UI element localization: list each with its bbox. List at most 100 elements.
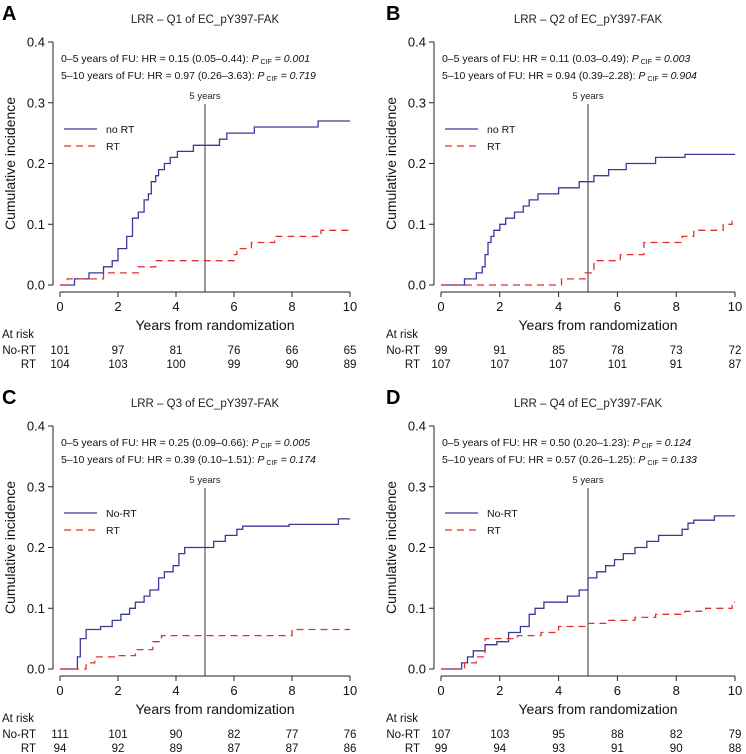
series-line-no-rt — [441, 515, 735, 670]
x-tick-label: 2 — [496, 683, 503, 698]
x-tick-label: 0 — [56, 299, 63, 314]
at-risk-title: At risk — [386, 713, 418, 725]
stat-p-sub: CIF — [639, 59, 652, 66]
y-tick-label: 0.2 — [27, 540, 45, 555]
at-risk-value: 103 — [490, 729, 509, 741]
at-risk-value: 107 — [549, 359, 568, 371]
stat-p-value: = 0.719 — [278, 70, 316, 82]
at-risk-row-label: No-RT — [386, 729, 420, 741]
at-risk-value: 92 — [112, 743, 125, 754]
x-tick-label: 8 — [288, 299, 295, 314]
at-risk-title: At risk — [2, 713, 34, 725]
at-risk-value: 87 — [286, 743, 299, 754]
x-tick-label: 10 — [728, 683, 742, 698]
stat-p: P — [257, 70, 264, 82]
at-risk-value: 89 — [344, 359, 357, 371]
x-tick-label: 2 — [114, 299, 121, 314]
at-risk-value: 82 — [228, 729, 241, 741]
at-risk-row-label: No-RT — [2, 729, 36, 741]
at-risk-value: 107 — [490, 359, 509, 371]
legend-label-no-rt: No-RT — [487, 508, 518, 520]
stat-line-2: 5–10 years of FU: HR = 0.94 (0.39–2.28):… — [442, 70, 697, 83]
x-tick-label: 10 — [343, 683, 357, 698]
at-risk-value: 82 — [670, 729, 683, 741]
at-risk-value: 90 — [286, 359, 299, 371]
y-tick-label: 0.4 — [408, 419, 426, 434]
x-axis-label: Years from randomization — [135, 701, 294, 717]
chart-title: LRR – Q3 of EC_pY397-FAK — [131, 398, 280, 410]
at-risk-row-label: No-RT — [2, 345, 36, 357]
series-line-no-rt — [441, 153, 735, 286]
series-line-rt — [60, 628, 350, 670]
x-tick-label: 4 — [555, 683, 562, 698]
stat-p: P — [632, 53, 639, 65]
chart-title: LRR – Q2 of EC_pY397-FAK — [514, 14, 663, 26]
x-tick-label: 0 — [56, 683, 63, 698]
stat-text: 0–5 years of FU: HR = 0.25 (0.09–0.66): — [61, 437, 252, 449]
at-risk-title: At risk — [2, 329, 34, 341]
at-risk-row-label: RT — [405, 743, 420, 754]
y-tick-label: 0.4 — [27, 35, 45, 50]
at-risk-value: 81 — [170, 345, 183, 357]
at-risk-value: 99 — [228, 359, 241, 371]
at-risk-row-label: RT — [21, 359, 36, 371]
at-risk-value: 94 — [54, 743, 67, 754]
x-tick-label: 10 — [728, 299, 742, 314]
at-risk-value: 85 — [552, 345, 565, 357]
at-risk-value: 99 — [435, 743, 448, 754]
x-tick-label: 8 — [673, 299, 680, 314]
stat-line-1: 0–5 years of FU: HR = 0.15 (0.05–0.44): … — [61, 53, 310, 66]
stat-text: 0–5 years of FU: HR = 0.11 (0.03–0.49): — [442, 53, 632, 65]
stat-p: P — [633, 437, 640, 449]
five-year-label: 5 years — [189, 91, 220, 102]
y-tick-label: 0.3 — [408, 479, 426, 494]
at-risk-value: 94 — [493, 743, 506, 754]
stat-p-value: = 0.904 — [659, 70, 697, 82]
stat-text: 0–5 years of FU: HR = 0.15 (0.05–0.44): — [61, 53, 252, 65]
panel-letter: D — [386, 387, 400, 409]
stat-p-value: = 0.124 — [653, 437, 691, 449]
legend-label-rt: RT — [487, 141, 501, 153]
stat-p-sub: CIF — [645, 460, 658, 467]
at-risk-value: 100 — [166, 359, 185, 371]
y-tick-label: 0.1 — [408, 601, 426, 616]
legend-label-no-rt: no RT — [487, 124, 516, 136]
legend-label-no-rt: no RT — [106, 124, 135, 136]
stat-line-2: 5–10 years of FU: HR = 0.39 (0.10–1.51):… — [61, 454, 316, 467]
stat-p: P — [638, 454, 645, 466]
stat-p: P — [252, 437, 259, 449]
stat-line-2: 5–10 years of FU: HR = 0.57 (0.26–1.25):… — [442, 454, 697, 467]
stat-p: P — [252, 53, 259, 65]
series-line-rt — [441, 601, 735, 670]
stat-text: 0–5 years of FU: HR = 0.50 (0.20–1.23): — [442, 437, 633, 449]
x-tick-label: 6 — [230, 299, 237, 314]
at-risk-value: 95 — [552, 729, 565, 741]
stat-text: 5–10 years of FU: HR = 0.94 (0.39–2.28): — [442, 70, 638, 82]
at-risk-value: 87 — [729, 359, 742, 371]
x-tick-label: 0 — [437, 683, 444, 698]
stat-line-2: 5–10 years of FU: HR = 0.97 (0.26–3.63):… — [61, 70, 316, 83]
series-line-rt — [441, 220, 735, 286]
stat-p-sub: CIF — [264, 460, 277, 467]
panel-a: A LRR – Q1 of EC_pY397-FAK 0.0 0.1 0.2 0.3 0.4… — [2, 3, 357, 371]
at-risk-row-label: RT — [405, 359, 420, 371]
at-risk-value: 107 — [431, 359, 450, 371]
x-tick-label: 0 — [437, 299, 444, 314]
y-tick-label: 0.4 — [408, 35, 426, 50]
at-risk-value: 87 — [228, 743, 241, 754]
at-risk-value: 73 — [670, 345, 683, 357]
at-risk-row-label: RT — [21, 743, 36, 754]
y-tick-label: 0.1 — [27, 601, 45, 616]
y-axis-label: Cumulative incidence — [383, 97, 399, 230]
x-tick-label: 4 — [555, 299, 562, 314]
at-risk-value: 101 — [108, 729, 127, 741]
y-tick-label: 0.2 — [408, 156, 426, 171]
panel-b: B LRR – Q2 of EC_pY397-FAK 0.0 0.1 0.2 0.3 0.4… — [383, 3, 742, 371]
at-risk-value: 107 — [431, 729, 450, 741]
at-risk-value: 78 — [611, 345, 624, 357]
x-tick-label: 4 — [172, 299, 179, 314]
stat-text: 5–10 years of FU: HR = 0.39 (0.10–1.51): — [61, 454, 257, 466]
x-tick-label: 4 — [172, 683, 179, 698]
panel-letter: C — [2, 387, 16, 409]
x-tick-label: 8 — [288, 683, 295, 698]
